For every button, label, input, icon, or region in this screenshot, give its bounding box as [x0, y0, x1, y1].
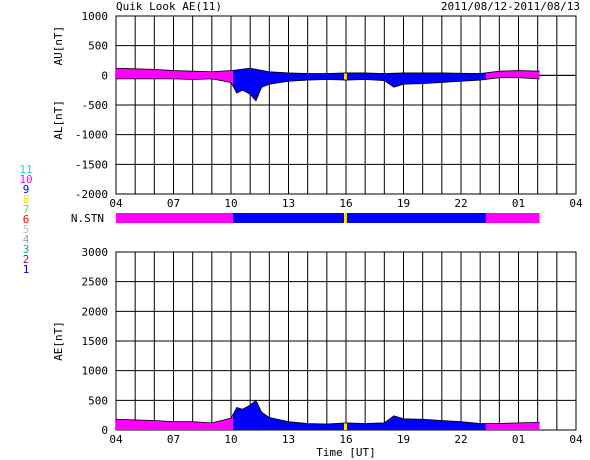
au-series-area — [116, 68, 233, 76]
station-bar-segment — [344, 213, 347, 223]
al-series-line — [116, 77, 540, 102]
y-tick-label: -1500 — [75, 158, 108, 171]
x-tick-label: 16 — [339, 433, 352, 446]
x-tick-label: 13 — [282, 433, 295, 446]
x-tick-label: 07 — [167, 197, 180, 210]
date-range: 2011/08/12-2011/08/13 — [440, 0, 580, 13]
ae-series-area — [485, 422, 540, 430]
y-tick-label: -2000 — [75, 188, 108, 201]
x-tick-label: 10 — [224, 433, 237, 446]
au-series-area — [232, 68, 345, 76]
legend-entry: 10 — [19, 173, 32, 186]
au-axis-label: AU[nT] — [52, 26, 65, 66]
x-tick-label: 22 — [454, 197, 467, 210]
y-tick-label: 3000 — [82, 246, 109, 259]
y-tick-label: 1000 — [82, 10, 109, 23]
y-tick-label: 2500 — [82, 276, 109, 289]
x-tick-label: 19 — [397, 197, 410, 210]
x-axis-title: Time [UT] — [316, 446, 376, 459]
au-series-line — [115, 67, 540, 74]
au-series-area — [485, 70, 540, 76]
ae-series-area — [344, 422, 347, 430]
x-tick-label: 22 — [454, 433, 467, 446]
y-tick-label: 500 — [88, 394, 108, 407]
legend-entry: 9 — [23, 183, 30, 196]
legend-entry: 5 — [23, 223, 30, 236]
ae-series-area — [232, 400, 345, 430]
station-bar-segment — [116, 213, 233, 223]
legend-entry: 8 — [23, 193, 30, 206]
ae-series-line — [115, 399, 540, 425]
ae-series-area — [346, 415, 486, 430]
x-tick-label: 16 — [339, 197, 352, 210]
x-tick-label: 04 — [569, 197, 583, 210]
x-tick-label: 19 — [397, 433, 410, 446]
x-tick-label: 13 — [282, 197, 295, 210]
y-tick-label: 2000 — [82, 305, 109, 318]
legend-entry: 3 — [23, 243, 30, 256]
al-axis-label: AL[nT] — [52, 100, 65, 140]
y-tick-label: 0 — [101, 69, 108, 82]
ae-series-area — [116, 414, 233, 430]
al-series-area — [344, 75, 347, 81]
station-bar-label: N.STN — [71, 212, 104, 225]
legend-entry: 6 — [23, 213, 30, 226]
legend-entry: 11 — [19, 163, 32, 176]
x-tick-label: 04 — [109, 433, 123, 446]
x-tick-label: 07 — [167, 433, 180, 446]
legend-entry: 2 — [23, 253, 30, 266]
station-bar-segment — [232, 213, 345, 223]
y-tick-label: 1500 — [82, 335, 109, 348]
au-series-area — [344, 72, 347, 76]
y-tick-label: 1000 — [82, 365, 109, 378]
x-tick-label: 04 — [109, 197, 123, 210]
station-bar-segment — [485, 213, 540, 223]
al-series-area — [116, 75, 233, 87]
y-tick-label: 500 — [88, 40, 108, 53]
legend-entry: 4 — [23, 233, 30, 246]
legend-entry: 1 — [23, 263, 30, 276]
station-bar-segment — [346, 213, 486, 223]
ae-axis-label: AE[nT] — [52, 321, 65, 361]
chart-title: Quik Look AE(11) — [116, 0, 222, 13]
y-tick-label: -1000 — [75, 129, 108, 142]
y-tick-label: -500 — [82, 99, 109, 112]
x-tick-label: 10 — [224, 197, 237, 210]
x-tick-label: 01 — [512, 197, 525, 210]
x-tick-label: 01 — [512, 433, 525, 446]
al-series-area — [232, 75, 345, 101]
y-tick-label: 0 — [101, 424, 108, 437]
legend-entry: 7 — [23, 203, 30, 216]
x-tick-label: 04 — [569, 433, 583, 446]
al-series-area — [346, 75, 486, 88]
